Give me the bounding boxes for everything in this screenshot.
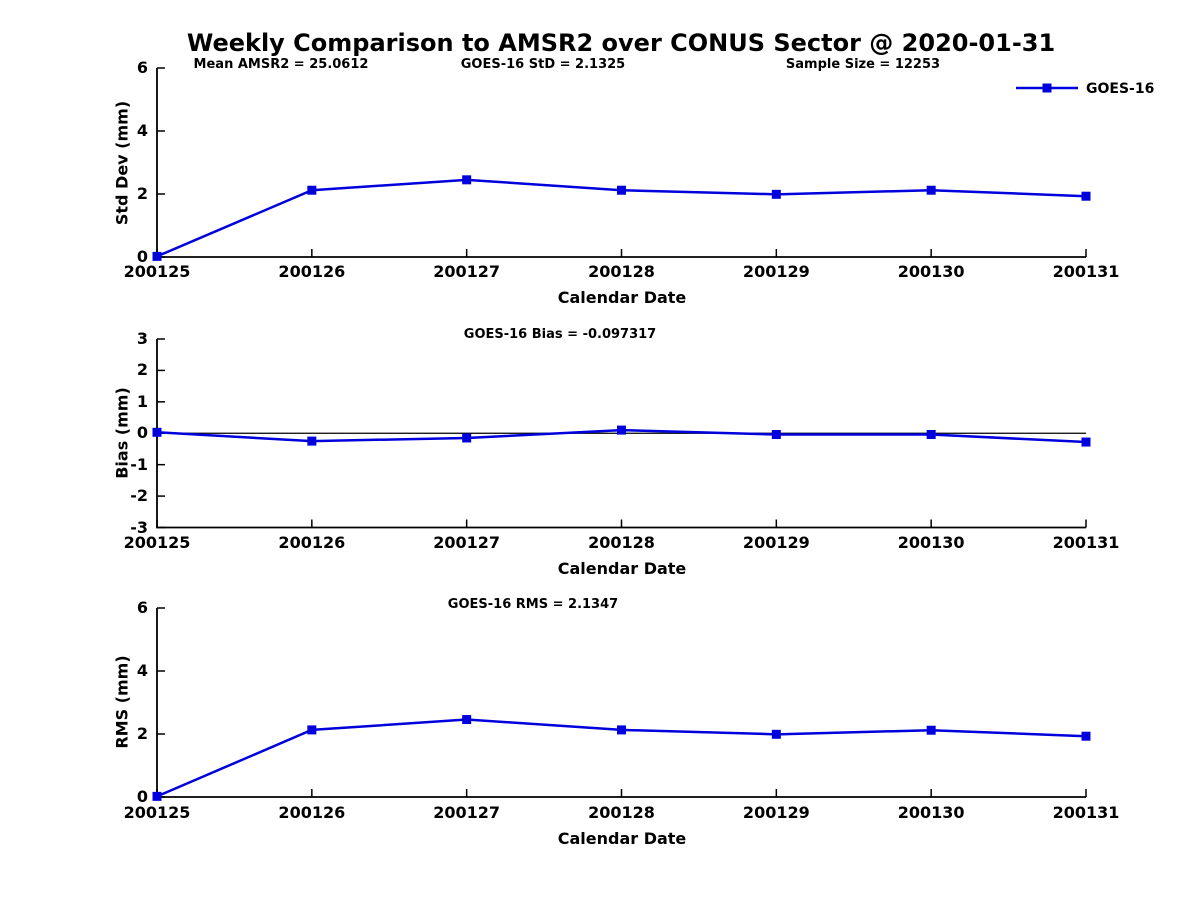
x-tick-label: 200129 xyxy=(742,262,810,281)
y-tick-label: -2 xyxy=(130,486,148,506)
x-axis-label-rms: Calendar Date xyxy=(557,829,687,848)
y-tick-label: 0 xyxy=(136,247,148,267)
y-tick-label: 2 xyxy=(136,184,148,204)
y-tick-label: -3 xyxy=(130,517,148,537)
data-marker xyxy=(152,251,162,261)
data-marker xyxy=(617,725,626,735)
data-marker xyxy=(152,427,162,437)
y-tick-label: 0 xyxy=(136,787,148,807)
x-tick-label: 200128 xyxy=(588,803,655,822)
y-tick-label: 1 xyxy=(136,392,148,412)
y-tick-label: 3 xyxy=(136,329,148,349)
data-line xyxy=(156,718,1087,798)
data-marker xyxy=(771,729,781,739)
legend-label: GOES-16 xyxy=(1086,81,1155,97)
data-marker xyxy=(926,430,936,440)
x-tick-label: 200129 xyxy=(742,533,810,552)
x-axis-label-bias: Calendar Date xyxy=(557,559,687,578)
x-tick-label: 200131 xyxy=(1052,262,1120,281)
x-tick-label: 200125 xyxy=(123,533,191,552)
y-axis-label-bias: Bias (mm) xyxy=(112,387,132,479)
annotation: GOES-16 RMS = 2.1347 xyxy=(447,597,619,612)
x-tick-label: 200125 xyxy=(123,262,191,281)
y-tick-label: 2 xyxy=(136,360,148,380)
x-tick-label: 200127 xyxy=(433,262,501,281)
y-tick-label: 6 xyxy=(136,598,148,618)
annotation: Mean AMSR2 = 25.0612 xyxy=(193,57,369,72)
y-tick-label: 6 xyxy=(136,58,148,78)
data-marker xyxy=(152,791,162,801)
data-line xyxy=(156,178,1087,258)
legend-marker xyxy=(1042,83,1052,93)
data-marker xyxy=(462,433,472,443)
y-axis-label-stddev: Std Dev (mm) xyxy=(112,100,132,226)
data-marker xyxy=(771,430,781,440)
data-marker xyxy=(617,425,626,435)
x-tick-label: 200126 xyxy=(278,803,346,822)
y-tick-label: 4 xyxy=(136,121,148,141)
annotation: GOES-16 Bias = -0.097317 xyxy=(463,327,657,342)
y-tick-label: -1 xyxy=(130,454,148,474)
data-marker xyxy=(1081,437,1091,447)
x-tick-label: 200128 xyxy=(588,262,655,281)
data-marker xyxy=(307,725,317,735)
data-marker xyxy=(1081,191,1091,201)
x-tick-label: 200127 xyxy=(433,803,501,822)
x-tick-label: 200130 xyxy=(897,533,965,552)
y-tick-label: 0 xyxy=(136,423,148,443)
x-tick-label: 200129 xyxy=(742,803,810,822)
data-marker xyxy=(617,185,626,195)
axis-spines xyxy=(156,68,1086,258)
y-tick-label: 4 xyxy=(136,661,148,681)
x-tick-label: 200126 xyxy=(278,262,346,281)
x-tick-label: 200130 xyxy=(897,803,965,822)
data-marker xyxy=(462,175,472,185)
x-tick-label: 200125 xyxy=(123,803,191,822)
data-marker xyxy=(307,185,317,195)
x-tick-label: 200131 xyxy=(1052,803,1120,822)
annotation: GOES-16 StD = 2.1325 xyxy=(460,57,626,72)
x-axis-label-stddev: Calendar Date xyxy=(557,288,687,307)
x-tick-label: 200128 xyxy=(588,533,655,552)
x-tick-label: 200130 xyxy=(897,262,965,281)
x-tick-label: 200131 xyxy=(1052,533,1120,552)
x-tick-label: 200126 xyxy=(278,533,346,552)
data-marker xyxy=(1081,731,1091,741)
data-marker xyxy=(307,436,317,446)
y-tick-label: 2 xyxy=(136,724,148,744)
y-axis-label-rms: RMS (mm) xyxy=(112,655,132,749)
annotation: Sample Size = 12253 xyxy=(785,57,941,72)
axis-spines xyxy=(156,339,1086,529)
data-line xyxy=(156,428,1087,444)
data-marker xyxy=(771,189,781,199)
data-marker xyxy=(926,725,936,735)
x-tick-label: 200127 xyxy=(433,533,501,552)
data-marker xyxy=(926,185,936,195)
axis-spines xyxy=(156,608,1086,798)
chart-title: Weekly Comparison to AMSR2 over CONUS Se… xyxy=(186,29,1056,57)
data-marker xyxy=(462,715,472,725)
